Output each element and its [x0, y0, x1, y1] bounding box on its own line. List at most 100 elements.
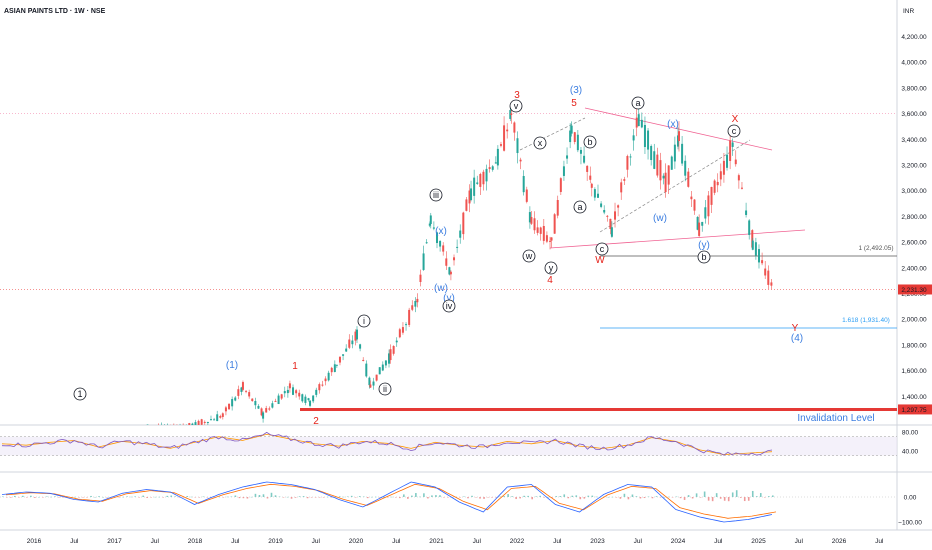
macd-histogram-bar: [519, 497, 521, 499]
macd-histogram-bar: [178, 497, 181, 498]
candle-body: [365, 363, 368, 377]
macd-histogram-bar: [202, 496, 205, 498]
macd-histogram-bar: [483, 497, 485, 499]
time-tick-label: Jul: [231, 538, 240, 545]
time-tick-label: 2021: [429, 538, 444, 545]
macd-histogram-bar: [563, 494, 566, 497]
wave-label-circled-ring: [378, 382, 392, 396]
macd-histogram-bar: [635, 496, 638, 497]
candle-body: [448, 267, 451, 275]
time-tick-label: Jul: [634, 538, 643, 545]
candle-body: [693, 199, 696, 211]
price-tick-label: 1,400.00: [901, 394, 927, 401]
symbol-title: ASIAN PAINTS LTD · 1W · NSE: [4, 8, 106, 15]
wave-label-circled: x: [538, 138, 543, 148]
wave-label-circled-ring: [544, 261, 558, 275]
candle-body: [479, 174, 482, 187]
macd-histogram-bar: [679, 497, 682, 499]
macd-histogram-bar: [242, 497, 245, 499]
candle-body: [726, 154, 729, 168]
candle-body: [419, 274, 422, 283]
macd-histogram-bar: [403, 494, 405, 497]
macd-histogram-bar: [767, 496, 770, 497]
macd-layer: 0.00 −100.00: [0, 481, 922, 527]
candle-body: [271, 403, 274, 408]
wave-label-blue: (3): [570, 85, 582, 96]
candle-body: [429, 215, 432, 224]
candle-body: [569, 130, 572, 143]
candle-body: [324, 378, 327, 382]
macd-histogram-bar: [491, 497, 493, 498]
candle-body: [609, 218, 612, 229]
candle-body: [643, 124, 646, 148]
candle-body: [356, 329, 358, 340]
rsi-band: [0, 436, 897, 456]
candle-body: [465, 199, 468, 211]
candle-body: [378, 367, 381, 375]
time-tick-label: Jul: [151, 538, 160, 545]
macd-histogram-bar: [278, 496, 281, 498]
candle-body: [462, 212, 465, 235]
macd-histogram-bar: [218, 496, 221, 498]
candle-body: [476, 182, 479, 184]
macd-histogram-bar: [447, 497, 449, 498]
candle-body: [681, 143, 684, 164]
macd-histogram-bar: [82, 497, 84, 498]
wave-label-circled-ring: [442, 299, 456, 313]
macd-histogram-bar: [98, 496, 100, 497]
time-tick-label: 2017: [107, 538, 122, 545]
macd-histogram-bar: [695, 493, 698, 497]
wave-label-blue: (y): [443, 293, 455, 304]
candle-body: [439, 240, 442, 247]
candle-body: [556, 200, 559, 216]
time-tick-label: Jul: [70, 538, 79, 545]
time-tick-label: 2018: [188, 538, 203, 545]
candle-body: [425, 242, 428, 244]
candle-body: [251, 398, 254, 402]
candle-body: [519, 159, 522, 162]
macd-histogram-bar: [38, 496, 40, 498]
macd-histogram-bar: [499, 496, 501, 498]
macd-histogram-bar: [759, 493, 762, 497]
candle-body: [445, 258, 448, 266]
candle-body: [482, 171, 485, 185]
macd-histogram-bar: [230, 496, 233, 498]
macd-histogram-bar: [703, 491, 706, 497]
candle-body: [491, 166, 494, 170]
candle-body: [530, 217, 533, 224]
macd-histogram-bar: [290, 497, 293, 499]
candle-body: [740, 187, 743, 189]
macd-histogram-bar: [479, 497, 481, 499]
macd-histogram-bar: [22, 495, 24, 497]
macd-histogram-bar: [162, 497, 165, 498]
macd-histogram-bar: [298, 496, 301, 497]
wave-label-circled: y: [549, 263, 554, 273]
candle-body: [228, 403, 231, 410]
macd-histogram-bar: [627, 497, 630, 500]
wave-label-circled: ii: [383, 384, 387, 394]
time-tick-label: Jul: [714, 538, 723, 545]
candle-body: [395, 340, 398, 343]
candle-body: [428, 223, 431, 226]
candle-body: [570, 125, 573, 134]
macd-histogram-bar: [583, 497, 586, 499]
candle-body: [754, 242, 757, 256]
rsi-line: [1, 431, 773, 456]
macd-histogram-bar: [471, 495, 473, 497]
macd-histogram-bar: [427, 497, 429, 499]
macd-histogram-bar: [487, 497, 489, 498]
candle-body: [533, 218, 536, 231]
candle-body: [610, 227, 613, 237]
candle-body: [398, 329, 401, 338]
wave-label-red: 1: [292, 361, 298, 372]
candle-body: [664, 172, 667, 193]
candle-body: [670, 156, 673, 170]
macd-histogram-bar: [362, 496, 365, 498]
candle-body: [662, 175, 665, 179]
candle-body: [734, 159, 737, 165]
candle-body: [722, 160, 725, 175]
candle-body: [562, 166, 565, 176]
candle-body: [245, 390, 248, 392]
macd-histogram-bar: [439, 495, 441, 497]
candle-body: [635, 117, 638, 128]
